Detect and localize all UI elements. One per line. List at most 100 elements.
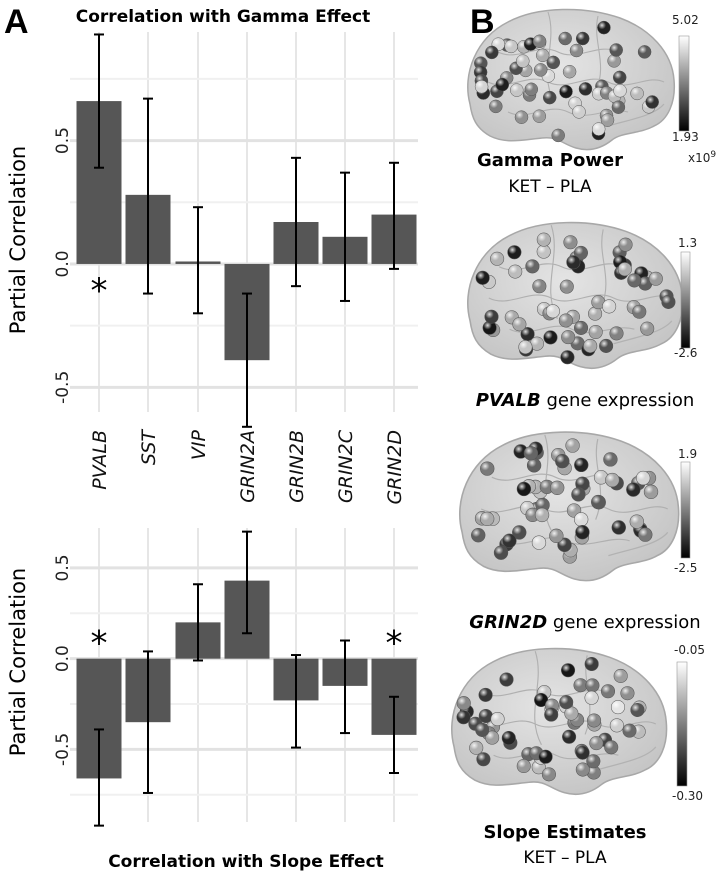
y-tick-label: 0.5 xyxy=(53,127,73,154)
electrode-highlight xyxy=(629,514,644,529)
electrode-highlight xyxy=(524,446,538,461)
brain-4-caption: Slope Estimates xyxy=(483,822,646,843)
electrode-highlight xyxy=(484,309,499,324)
electrode-highlight xyxy=(620,686,635,700)
electrode-highlight xyxy=(594,470,608,485)
electrode-highlight xyxy=(638,276,652,291)
electrode-highlight xyxy=(507,245,522,259)
gene-label-vip: VIP xyxy=(188,429,210,460)
electrode-highlight xyxy=(591,495,606,509)
electrode-highlight xyxy=(490,252,504,266)
electrode-highlight xyxy=(534,693,548,707)
electrode-highlight xyxy=(575,745,590,760)
electrode-highlight xyxy=(543,91,557,105)
brain-2-caption: PVALB gene expression xyxy=(476,390,695,411)
electrode-highlight xyxy=(586,754,601,768)
electrode-highlight xyxy=(475,80,489,94)
electrode-highlight xyxy=(563,235,578,250)
electrode-highlight xyxy=(499,672,514,687)
electrode-highlight xyxy=(540,479,554,494)
brain-sulcus xyxy=(597,746,657,771)
electrode-highlight xyxy=(607,54,621,68)
gamma-bars: * xyxy=(76,33,417,428)
electrode-highlight xyxy=(475,723,490,737)
electrode-highlight xyxy=(559,85,573,99)
gamma-y-ticks: -0.5 0.0 0.5 xyxy=(53,127,73,404)
electrode-highlight xyxy=(586,765,601,780)
brain-sulcus xyxy=(493,751,619,760)
electrode-highlight xyxy=(485,730,499,745)
electrode-highlight xyxy=(576,762,590,777)
brain-4 xyxy=(451,647,668,796)
brain-sulcus xyxy=(607,103,665,127)
electrode-highlight xyxy=(573,678,588,692)
electrode-highlight xyxy=(613,84,627,98)
electrode-highlight xyxy=(644,484,658,499)
electrode-highlight xyxy=(475,271,490,285)
electrode-highlight xyxy=(557,537,572,552)
electrode-highlight xyxy=(515,110,528,124)
electrode-highlight xyxy=(559,695,573,709)
electrode-highlight xyxy=(550,480,565,495)
electrode-highlight xyxy=(570,44,583,57)
electrode-highlight xyxy=(512,317,527,332)
electrode-highlight xyxy=(661,295,676,309)
electrode-highlight xyxy=(603,452,618,467)
electrode-highlight xyxy=(649,272,663,286)
significance-star: * xyxy=(91,271,108,311)
slope-bars: * * xyxy=(76,530,417,827)
electrode-highlight xyxy=(469,741,483,755)
electrode-highlight xyxy=(574,458,589,472)
gene-label-sst: SST xyxy=(138,429,160,465)
significance-star: * xyxy=(91,624,108,664)
electrode-highlight xyxy=(630,703,645,717)
electrode-highlight xyxy=(584,657,599,671)
electrode-highlight xyxy=(574,246,588,260)
gamma-chart: Correlation with Gamma Effect * -0.5 0.0 0… xyxy=(6,7,418,428)
electrode-highlight xyxy=(530,336,544,351)
electrode-highlight xyxy=(533,34,547,48)
electrode-highlight xyxy=(613,70,627,84)
electrode-highlight xyxy=(579,82,592,96)
electrode-highlight xyxy=(536,244,551,259)
electrode-highlight xyxy=(645,95,659,109)
electrode-highlight xyxy=(510,83,524,97)
electrode-highlight xyxy=(592,122,606,136)
electrode-highlight xyxy=(610,718,624,733)
electrode-highlight xyxy=(560,279,574,294)
electrode-highlight xyxy=(524,82,538,96)
electrode-highlight xyxy=(490,712,505,726)
electrode-highlight xyxy=(525,259,540,274)
panel-a-label: A xyxy=(4,3,29,41)
electrode-highlight xyxy=(532,279,547,294)
electrode-highlight xyxy=(478,688,493,702)
electrode-highlight xyxy=(611,700,625,714)
slope-y-ticks: -0.5 0.0 0.5 xyxy=(53,554,73,766)
electrode-highlight xyxy=(609,43,623,57)
y-tick-label: 0.0 xyxy=(53,645,73,672)
slope-chart-title: Correlation with Slope Effect xyxy=(108,852,384,872)
electrode-highlight xyxy=(494,545,508,560)
y-tick-label: 0.5 xyxy=(53,554,73,581)
gene-category-labels: PVALB SST VIP GRIN2A GRIN2B GRIN2C GRIN2D xyxy=(89,429,406,505)
electrode-highlight xyxy=(618,237,633,252)
electrode-highlight xyxy=(572,105,586,119)
electrode-highlight xyxy=(480,461,495,476)
colorbar-1-max: 5.02 xyxy=(672,13,699,27)
electrode-highlight xyxy=(536,48,550,62)
electrode-highlight xyxy=(597,21,611,35)
slope-y-label: Partial Correlation xyxy=(6,568,30,756)
electrode-highlight xyxy=(559,313,573,328)
electrode-highlight xyxy=(632,304,647,319)
brain-maps xyxy=(451,8,684,796)
electrode-highlight xyxy=(502,731,516,745)
gene-label-pvalb: PVALB xyxy=(89,430,111,490)
electrode-highlight xyxy=(534,63,548,77)
electrode-highlight xyxy=(471,528,486,543)
electrode-highlight xyxy=(512,525,527,540)
electrode-highlight xyxy=(561,330,575,344)
electrode-highlight xyxy=(564,706,579,721)
brain-sulcus xyxy=(487,78,665,86)
electrode-highlight xyxy=(587,713,601,728)
electrode-highlight xyxy=(638,527,653,542)
